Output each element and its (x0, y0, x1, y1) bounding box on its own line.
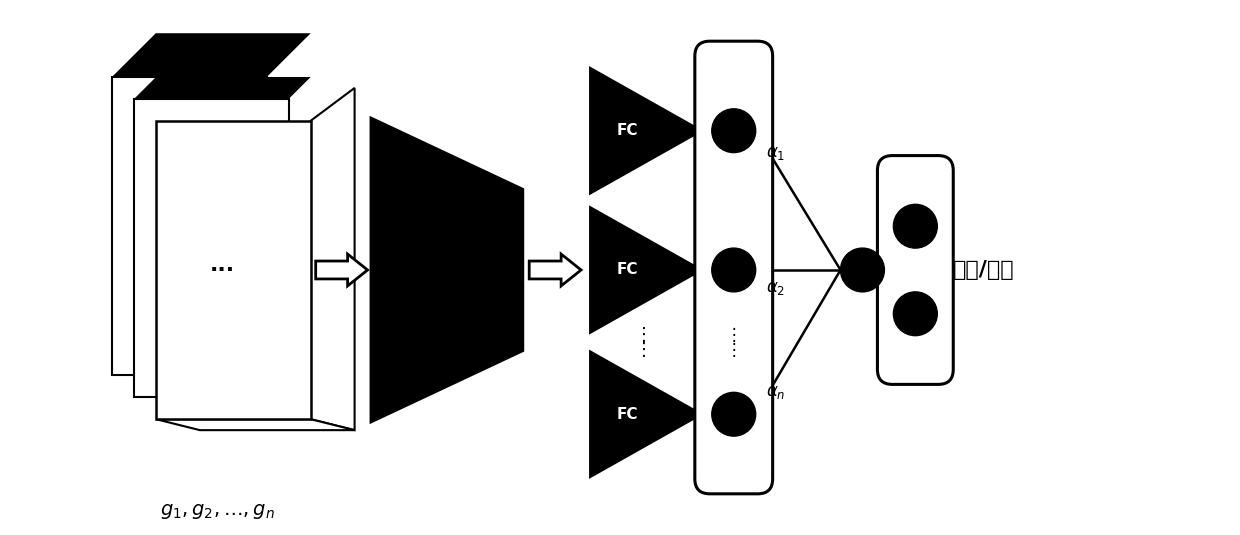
Text: FC: FC (616, 263, 637, 278)
Text: 恶性/良性: 恶性/良性 (954, 260, 1014, 280)
Circle shape (893, 204, 937, 248)
Circle shape (893, 292, 937, 335)
Polygon shape (134, 77, 311, 99)
Polygon shape (529, 254, 582, 286)
Circle shape (712, 109, 755, 152)
FancyBboxPatch shape (878, 156, 954, 384)
Polygon shape (311, 88, 355, 430)
Text: FC: FC (616, 407, 637, 422)
Circle shape (712, 392, 755, 436)
Text: $\alpha_1$: $\alpha_1$ (765, 143, 785, 162)
Circle shape (712, 248, 755, 292)
Polygon shape (589, 349, 704, 479)
Text: ⋮
⋮: ⋮ ⋮ (635, 325, 653, 358)
Polygon shape (316, 254, 367, 286)
Polygon shape (156, 121, 311, 419)
FancyBboxPatch shape (694, 41, 773, 494)
Polygon shape (156, 419, 355, 430)
Text: $\alpha_2$: $\alpha_2$ (765, 279, 785, 297)
Circle shape (841, 248, 884, 292)
Polygon shape (112, 33, 156, 376)
Polygon shape (112, 33, 311, 77)
Polygon shape (589, 66, 704, 195)
Polygon shape (589, 205, 704, 335)
Text: ...: ... (210, 255, 236, 275)
Text: $\alpha_n$: $\alpha_n$ (765, 384, 785, 401)
Text: ⋮
⋮: ⋮ ⋮ (725, 325, 742, 358)
Text: FC: FC (616, 123, 637, 138)
Polygon shape (134, 99, 289, 398)
Polygon shape (112, 77, 267, 376)
Polygon shape (370, 116, 525, 424)
Text: $g_1, g_2, \ldots, g_n$: $g_1, g_2, \ldots, g_n$ (160, 502, 275, 521)
